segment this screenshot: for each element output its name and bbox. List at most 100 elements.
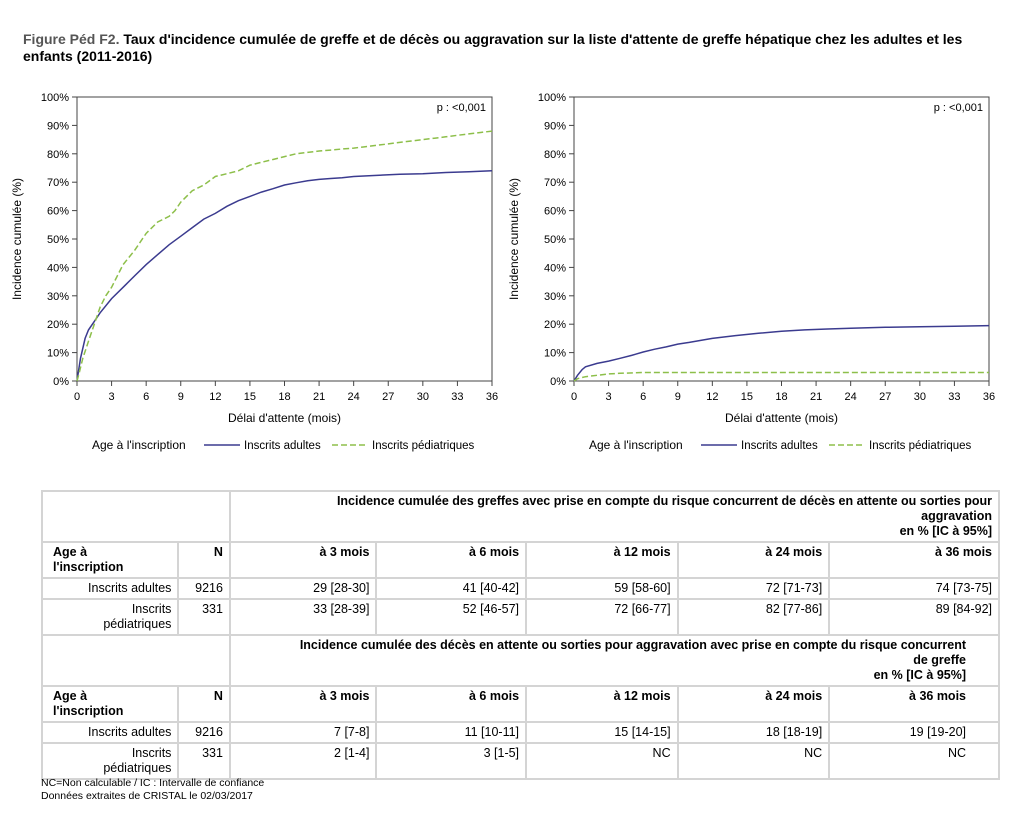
table-cell: 89 [84-92]: [828, 598, 1000, 636]
p-value-annotation: p : <0,001: [934, 102, 983, 114]
table-cell: NC: [676, 742, 831, 780]
y-tick-label: 0%: [53, 376, 69, 388]
column-header: à 36 mois: [828, 685, 1000, 723]
legend-label: Inscrits adultes: [244, 440, 321, 452]
x-tick-label: 36: [486, 391, 498, 403]
x-tick-label: 3: [606, 391, 612, 403]
x-tick-label: 15: [741, 391, 753, 403]
table-cell: 7 [7-8]: [228, 721, 378, 744]
x-tick-label: 9: [178, 391, 184, 403]
table-cell: 15 [14-15]: [525, 721, 679, 744]
table-cell: 82 [77-86]: [676, 598, 831, 636]
table-cell: 11 [10-11]: [375, 721, 528, 744]
blank-cell: [41, 634, 231, 687]
y-tick-label: 100%: [41, 92, 69, 104]
x-tick-label: 18: [775, 391, 787, 403]
section1-header-row: Incidence cumulée des greffes avec prise…: [41, 490, 1001, 543]
series-line-pediatriques: [573, 371, 989, 382]
section2-header-row: Incidence cumulée des décès en attente o…: [41, 634, 1001, 687]
table-cell: 3 [1-5]: [375, 742, 528, 780]
y-axis-label: Incidence cumulée (%): [507, 178, 521, 300]
row-n: 9216: [177, 721, 231, 744]
y-tick-label: 40%: [47, 262, 69, 274]
table-cell: NC: [525, 742, 679, 780]
x-tick-label: 27: [879, 391, 891, 403]
column-header: à 12 mois: [525, 541, 679, 579]
y-tick-label: 10%: [544, 348, 566, 360]
legend-label: Inscrits pédiatriques: [869, 440, 972, 452]
y-tick-label: 10%: [47, 348, 69, 360]
legend-title: Age à l'inscription: [92, 438, 186, 452]
table-cell: 72 [66-77]: [525, 598, 679, 636]
x-tick-label: 0: [74, 391, 80, 403]
x-tick-label: 0: [571, 391, 577, 403]
section1-header: Incidence cumulée des greffes avec prise…: [228, 490, 1001, 543]
footnote: Données extraites de CRISTAL le 02/03/20…: [41, 790, 253, 802]
y-tick-label: 70%: [544, 177, 566, 189]
x-tick-label: 30: [417, 391, 429, 403]
table-cell: 2 [1-4]: [228, 742, 378, 780]
column-header: à 24 mois: [676, 541, 831, 579]
series-line-adultes: [573, 324, 990, 382]
y-axis-label: Incidence cumulée (%): [10, 178, 24, 300]
column-header-n: N: [177, 685, 231, 723]
y-tick-label: 80%: [47, 149, 69, 161]
table-row: Inscrits pédiatriques 331 2 [1-4] 3 [1-5]…: [40, 742, 1000, 780]
x-tick-label: 36: [983, 391, 995, 403]
table-row: Inscrits adultes 9216 29 [28-30] 41 [40-…: [40, 577, 1000, 600]
column-header: à 6 mois: [375, 685, 528, 723]
footnotes: NC=Non calculable / IC : Intervalle de c…: [41, 777, 264, 803]
column-header: à 36 mois: [828, 541, 1000, 579]
figure-title-text: Taux d'incidence cumulée de greffe et de…: [23, 31, 963, 64]
x-tick-label: 21: [313, 391, 325, 403]
figure-title-prefix: Figure Péd F2.: [23, 31, 120, 47]
row-label: Inscrits pédiatriques: [40, 742, 180, 780]
table-cell: 29 [28-30]: [228, 577, 378, 600]
results-table: Incidence cumulée des greffes avec prise…: [40, 490, 1001, 780]
column-header: à 3 mois: [228, 541, 378, 579]
x-axis-label: Délai d'attente (mois): [228, 411, 341, 425]
y-tick-label: 80%: [544, 149, 566, 161]
legend-title: Age à l'inscription: [589, 438, 683, 452]
y-tick-label: 60%: [47, 206, 69, 218]
table-cell: 41 [40-42]: [375, 577, 528, 600]
y-tick-label: 90%: [47, 120, 69, 132]
plot-frame: [573, 96, 990, 382]
legend-label: Inscrits adultes: [741, 440, 818, 452]
table-cell: NC: [828, 742, 1000, 780]
table-cell: 72 [71-73]: [676, 577, 831, 600]
y-tick-label: 20%: [47, 319, 69, 331]
series-line-pediatriques: [76, 130, 493, 382]
section1-column-headers: Age à l'inscription N à 3 mois à 6 mois à…: [40, 541, 1000, 579]
x-axis-label: Délai d'attente (mois): [725, 411, 838, 425]
row-n: 331: [177, 742, 231, 780]
y-tick-label: 40%: [544, 262, 566, 274]
x-tick-label: 18: [278, 391, 290, 403]
x-tick-label: 12: [706, 391, 718, 403]
y-tick-label: 20%: [544, 319, 566, 331]
column-header-n: N: [177, 541, 231, 579]
x-tick-label: 12: [209, 391, 221, 403]
x-tick-label: 6: [143, 391, 149, 403]
column-header: à 24 mois: [676, 685, 831, 723]
x-tick-label: 27: [382, 391, 394, 403]
y-tick-label: 70%: [47, 177, 69, 189]
y-tick-label: 0%: [550, 376, 566, 388]
table-cell: 33 [28-39]: [228, 598, 378, 636]
x-tick-label: 21: [810, 391, 822, 403]
y-tick-label: 90%: [544, 120, 566, 132]
y-tick-label: 50%: [544, 234, 566, 246]
column-header-age: Age à l'inscription: [40, 685, 180, 723]
section2-header: Incidence cumulée des décès en attente o…: [228, 634, 1001, 687]
chart-greffes: 0%10%20%30%40%50%60%70%80%90%100%0 3 6 9 12 1…: [10, 92, 498, 452]
section2-column-headers: Age à l'inscription N à 3 mois à 6 mois à…: [40, 685, 1000, 723]
x-tick-label: 24: [348, 391, 360, 403]
x-tick-label: 24: [845, 391, 857, 403]
series-line-adultes: [76, 170, 493, 382]
y-tick-label: 60%: [544, 206, 566, 218]
table-row: Inscrits pédiatriques 331 33 [28-39] 52 […: [40, 598, 1000, 636]
y-tick-label: 30%: [544, 291, 566, 303]
x-tick-label: 6: [640, 391, 646, 403]
x-tick-label: 3: [109, 391, 115, 403]
x-tick-label: 9: [675, 391, 681, 403]
